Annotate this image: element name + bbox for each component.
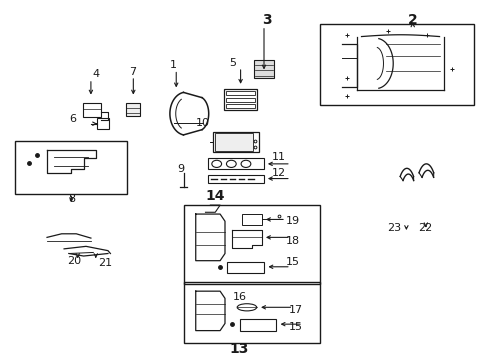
- Text: 19: 19: [285, 216, 300, 226]
- Text: 23: 23: [386, 224, 401, 233]
- Text: 7: 7: [128, 67, 136, 77]
- Text: 13: 13: [229, 342, 249, 356]
- Text: 1: 1: [170, 60, 177, 70]
- Bar: [242, 214, 261, 225]
- Text: 22: 22: [417, 224, 431, 233]
- Text: 17: 17: [288, 305, 302, 315]
- Text: 4: 4: [92, 69, 99, 79]
- Text: 16: 16: [232, 292, 246, 302]
- Bar: [183, 282, 320, 343]
- Text: 6: 6: [69, 114, 76, 124]
- Bar: [239, 319, 276, 330]
- Text: 15: 15: [288, 322, 302, 332]
- Text: 3: 3: [261, 13, 271, 27]
- Bar: [227, 262, 264, 273]
- Text: 21: 21: [98, 258, 112, 268]
- Bar: [207, 175, 264, 183]
- Text: 5: 5: [228, 58, 235, 68]
- Bar: [224, 89, 257, 110]
- Text: 14: 14: [205, 189, 224, 203]
- Text: 9: 9: [177, 164, 184, 174]
- Bar: [320, 24, 473, 105]
- Bar: [226, 104, 254, 108]
- Text: 8: 8: [68, 194, 75, 204]
- Text: 12: 12: [271, 168, 285, 178]
- Text: 11: 11: [271, 152, 285, 162]
- Text: 18: 18: [285, 236, 300, 246]
- Bar: [183, 205, 320, 284]
- Text: 20: 20: [67, 256, 81, 266]
- Bar: [97, 118, 109, 129]
- Bar: [82, 103, 101, 117]
- Bar: [212, 132, 259, 152]
- Bar: [15, 140, 127, 194]
- Bar: [226, 98, 254, 102]
- Bar: [254, 60, 273, 78]
- Bar: [215, 134, 252, 150]
- Bar: [126, 103, 140, 116]
- Text: 15: 15: [285, 257, 300, 267]
- Text: 2: 2: [407, 13, 417, 27]
- Text: 10: 10: [196, 118, 210, 128]
- Bar: [207, 158, 264, 169]
- Bar: [226, 91, 254, 95]
